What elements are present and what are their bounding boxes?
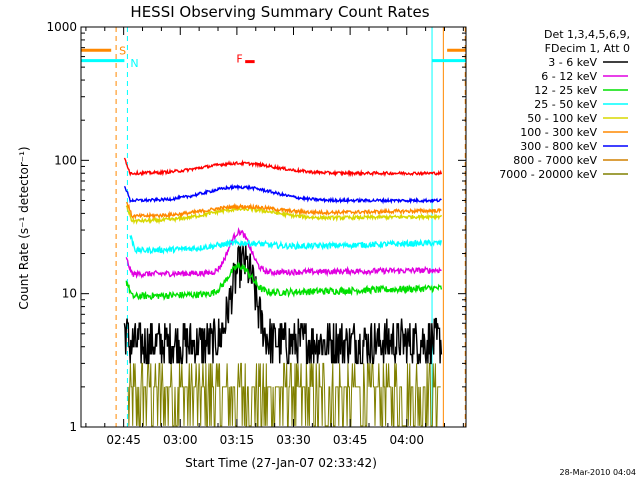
series-line-5	[126, 201, 442, 220]
y-axis-label: Count Rate (s⁻¹ detector⁻¹)	[17, 146, 31, 309]
series-line-8	[127, 362, 441, 427]
series-line-4	[125, 204, 443, 225]
legend-entry-label: 6 - 12 keV	[541, 70, 597, 83]
flag-label-f: F	[236, 53, 242, 66]
series-line-1	[125, 227, 442, 279]
x-axis-label: Start Time (27-Jan-07 02:33:42)	[185, 456, 377, 470]
series-line-6	[123, 183, 442, 205]
x-tick-label: 02:45	[106, 433, 141, 447]
x-tick-label: 03:00	[163, 433, 198, 447]
y-tick-label: 10	[62, 287, 77, 301]
series-line-2	[125, 261, 443, 301]
y-tick-label: 100	[54, 153, 77, 167]
flag-label-n: N	[130, 57, 138, 70]
legend-entry-label: 12 - 25 keV	[534, 84, 597, 97]
series-line-3	[129, 234, 442, 255]
y-tick-label: 1000	[46, 20, 77, 34]
chart-title: HESSI Observing Summary Count Rates	[130, 3, 429, 21]
series-line-9	[123, 157, 443, 178]
series-line-0	[123, 242, 443, 365]
x-tick-label: 03:15	[220, 433, 255, 447]
axes: 1 10 100 1000 02:45 03:00 03:15 03:30 03:45 04:00	[46, 20, 466, 447]
legend-header-line: Det 1,3,4,5,6,9,	[544, 28, 630, 41]
y-tick-label: 1	[69, 420, 77, 434]
legend-entry-label: 800 - 7000 keV	[513, 154, 597, 167]
legend-entry-label: 50 - 100 keV	[527, 112, 597, 125]
footer-timestamp: 28-Mar-2010 04:04	[560, 468, 637, 477]
flag-label-s: S	[119, 45, 126, 58]
x-tick-label: 03:45	[333, 433, 368, 447]
legend: Det 1,3,4,5,6,9,FDecim 1, Att 03 - 6 keV…	[499, 28, 630, 181]
legend-entry-label: 300 - 800 keV	[520, 140, 597, 153]
legend-entry-label: 25 - 50 keV	[534, 98, 597, 111]
plot-area: SN F	[80, 27, 466, 427]
plot-frame	[80, 26, 467, 428]
legend-entry-label: 100 - 300 keV	[520, 126, 597, 139]
legend-entry-label: 3 - 6 keV	[548, 56, 597, 69]
x-tick-label: 03:30	[276, 433, 311, 447]
legend-entry-label: 7000 - 20000 keV	[499, 168, 597, 181]
x-tick-label: 04:00	[389, 433, 424, 447]
legend-header-line: FDecim 1, Att 0	[545, 42, 630, 55]
